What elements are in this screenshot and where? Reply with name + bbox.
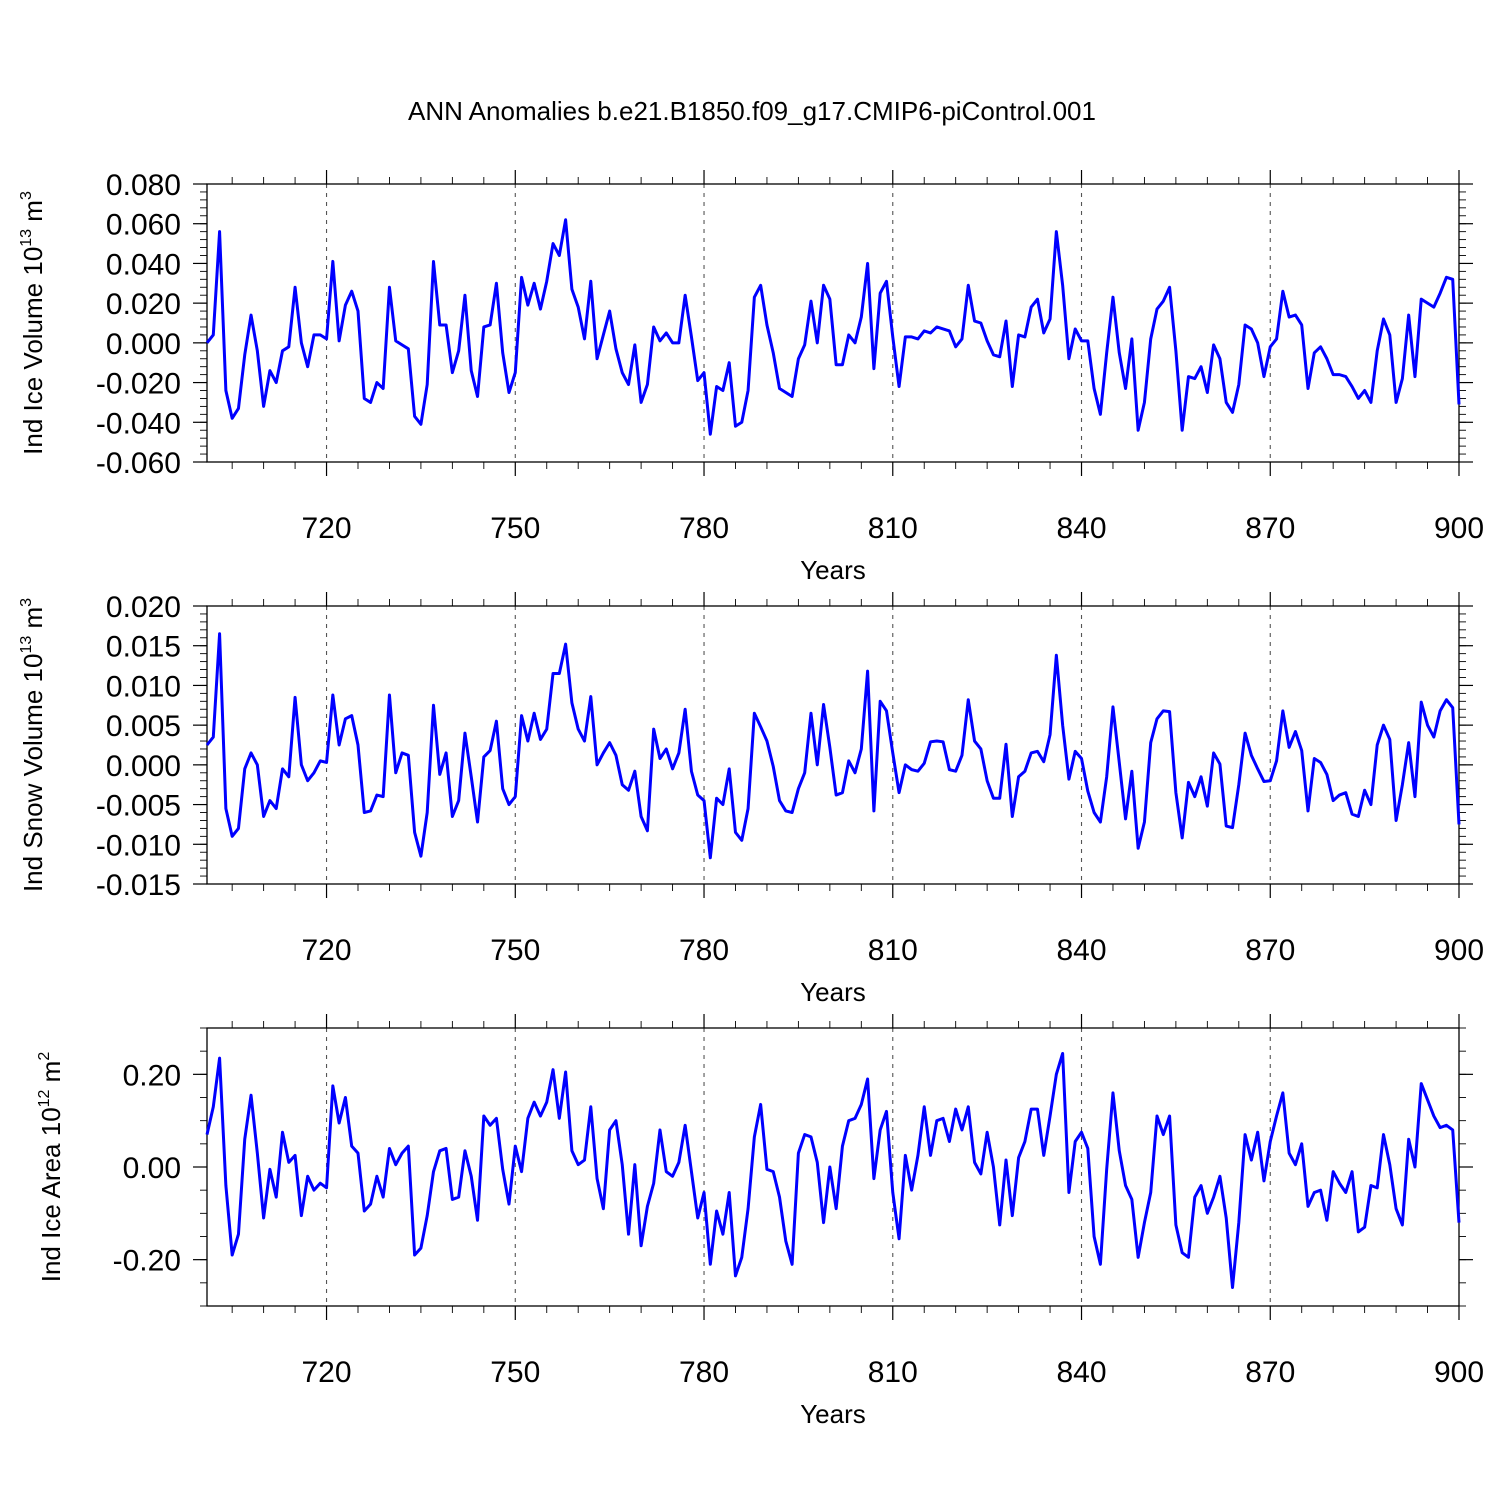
y-tick-label: -0.010 xyxy=(96,829,181,862)
figure-title: ANN Anomalies b.e21.B1850.f09_g17.CMIP6-… xyxy=(408,96,1096,126)
y-tick-label: -0.020 xyxy=(96,368,181,401)
y-axis-title: Ind Ice Volume 1013 m3 xyxy=(18,191,48,455)
y-tick-label: 0.005 xyxy=(106,710,181,743)
y-tick-label: 0.000 xyxy=(106,328,181,361)
x-tick-label: 720 xyxy=(302,512,352,545)
y-tick-label: 0.040 xyxy=(106,248,181,281)
x-tick-label: 870 xyxy=(1245,934,1295,967)
y-tick-label: 0.015 xyxy=(106,631,181,664)
y-axis-title-unit-exponent: 3 xyxy=(18,191,35,200)
y-axis-title-text: Ind Ice Area 10 xyxy=(36,1107,66,1282)
x-tick-label: 840 xyxy=(1056,512,1106,545)
y-axis-title-unit: m xyxy=(18,200,48,229)
y-axis-title-unit: m xyxy=(36,1061,66,1090)
x-tick-label: 780 xyxy=(679,512,729,545)
x-tick-label: 900 xyxy=(1434,1356,1484,1389)
y-axis-title-unit-exponent: 2 xyxy=(36,1052,53,1061)
y-axis-title-unit: m xyxy=(18,607,48,636)
y-tick-label: -0.015 xyxy=(96,869,181,902)
x-tick-label: 780 xyxy=(679,1356,729,1389)
panels: 720 750 780 810 840 870 900 -0.060 -0.040 -0.020 0… xyxy=(18,169,1484,1429)
y-axis-title-text: Ind Ice Volume 10 xyxy=(18,247,48,455)
x-axis-title: Years xyxy=(800,1399,866,1429)
x-tick-label: 720 xyxy=(302,934,352,967)
y-tick-label: -0.060 xyxy=(96,447,181,480)
x-axis-title: Years xyxy=(800,977,866,1007)
series-line xyxy=(205,1051,1461,1289)
chart-panel-1: 720 750 780 810 840 870 900 -0.060 -0.040 -0.020 0… xyxy=(18,169,1484,585)
y-axis-title: Ind Snow Volume 1013 m3 xyxy=(18,598,48,892)
y-axis-title-unit-exponent: 3 xyxy=(18,598,35,607)
y-tick-label: 0.080 xyxy=(106,169,181,202)
y-axis-title-exponent: 13 xyxy=(18,229,35,247)
plot-frame xyxy=(206,1027,1460,1307)
y-tick-label: -0.005 xyxy=(96,790,181,823)
x-tick-label: 750 xyxy=(490,1356,540,1389)
y-tick-label: 0.20 xyxy=(123,1059,181,1092)
y-axis-title: Ind Ice Area 1012 m2 xyxy=(36,1052,66,1283)
x-tick-label: 840 xyxy=(1056,934,1106,967)
x-tick-label: 780 xyxy=(679,934,729,967)
x-tick-label: 870 xyxy=(1245,512,1295,545)
x-tick-label: 810 xyxy=(868,934,918,967)
x-axis-title: Years xyxy=(800,555,866,585)
series-line xyxy=(205,218,1461,436)
y-tick-label: 0.020 xyxy=(106,591,181,624)
y-tick-label: 0.020 xyxy=(106,288,181,321)
x-tick-label: 840 xyxy=(1056,1356,1106,1389)
y-tick-label: -0.040 xyxy=(96,407,181,440)
x-tick-label: 870 xyxy=(1245,1356,1295,1389)
y-tick-label: -0.20 xyxy=(113,1245,181,1278)
x-tick-label: 720 xyxy=(302,1356,352,1389)
x-tick-label: 810 xyxy=(868,1356,918,1389)
y-tick-label: 0.000 xyxy=(106,750,181,783)
chart-panel-2: 720 750 780 810 840 870 900 -0.015 -0.010 -0.005 0… xyxy=(18,591,1484,1007)
y-tick-label: 0.060 xyxy=(106,209,181,242)
x-tick-label: 810 xyxy=(868,512,918,545)
x-tick-label: 750 xyxy=(490,512,540,545)
y-axis-title-exponent: 13 xyxy=(18,636,35,654)
x-tick-label: 900 xyxy=(1434,512,1484,545)
y-axis-title-text: Ind Snow Volume 10 xyxy=(18,654,48,893)
x-tick-label: 900 xyxy=(1434,934,1484,967)
y-tick-label: 0.010 xyxy=(106,670,181,703)
y-axis-title-exponent: 12 xyxy=(36,1089,53,1107)
plot-frame xyxy=(206,183,1460,463)
x-tick-label: 750 xyxy=(490,934,540,967)
y-tick-label: 0.00 xyxy=(123,1152,181,1185)
chart-panel-3: 720 750 780 810 840 870 900 -0.20 0.00 0.20 Years I… xyxy=(36,1014,1484,1429)
series-line xyxy=(205,632,1461,860)
